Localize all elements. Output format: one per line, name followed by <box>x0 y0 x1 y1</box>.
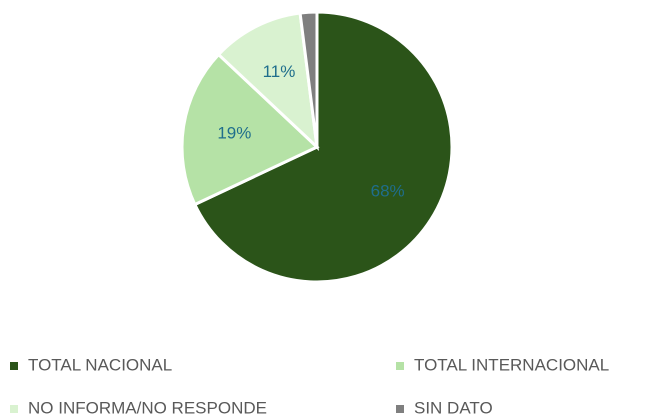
legend-marker <box>10 405 18 413</box>
data-label: 11% <box>263 62 296 81</box>
legend-marker <box>10 362 18 370</box>
pie-slice <box>192 10 454 284</box>
legend-label: SIN DATO <box>414 398 493 417</box>
data-label: 68% <box>371 181 405 200</box>
legend-label: NO INFORMA/NO RESPONDE <box>28 398 267 417</box>
pie-slice <box>180 52 320 207</box>
legend-marker <box>396 405 404 413</box>
legend-label: TOTAL INTERNACIONAL <box>414 355 609 374</box>
pie-slice <box>216 11 320 151</box>
legend-marker <box>396 362 404 370</box>
legend-label: TOTAL NACIONAL <box>28 355 172 374</box>
data-label: 19% <box>217 123 251 142</box>
pie-slice <box>298 10 319 148</box>
